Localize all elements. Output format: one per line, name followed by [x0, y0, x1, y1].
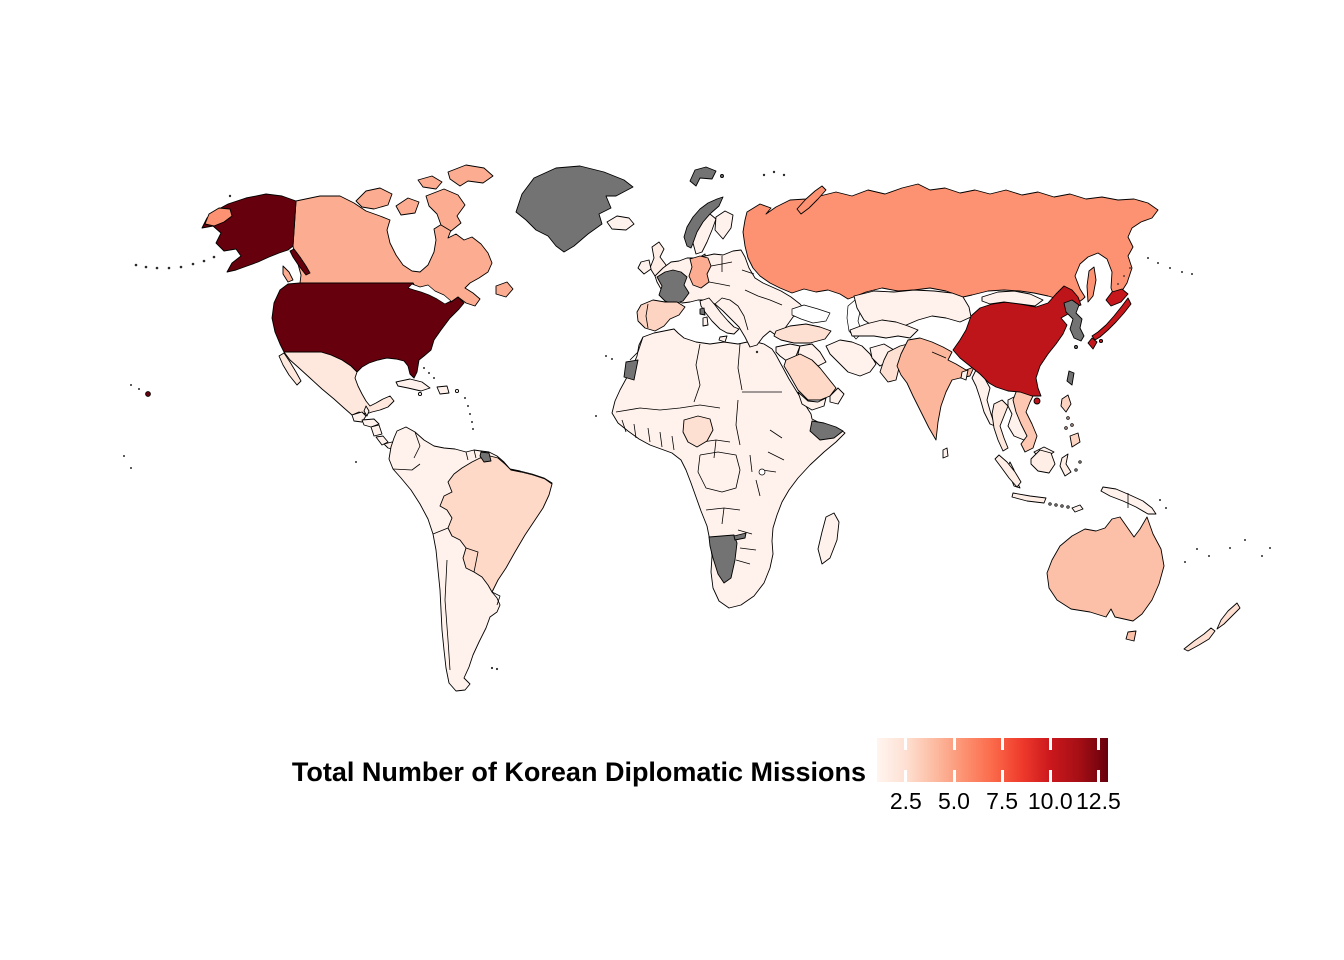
kuril-aleutian-specks	[1117, 257, 1193, 285]
country-sweden	[692, 213, 717, 255]
colorbar-gradient	[877, 738, 1108, 782]
country-usa-alaska	[201, 193, 297, 273]
country-mongolia	[981, 290, 1044, 307]
colorbar-tick-label: 7.5	[986, 788, 1019, 814]
hawaii-islands	[130, 384, 151, 397]
colorbar-tick-mark	[1096, 770, 1100, 782]
country-namibia-caprivi	[733, 532, 747, 541]
country-bangladesh	[960, 369, 969, 381]
country-spain	[636, 299, 686, 332]
country-western-sahara	[623, 359, 639, 381]
colorbar-tick-mark	[904, 738, 908, 750]
europe-borders	[645, 256, 783, 331]
country-italy-sardinia	[702, 316, 709, 327]
country-russia-novaya-zemlya	[796, 185, 827, 215]
colorbar-tick-mark	[904, 770, 908, 782]
country-somaliland	[809, 420, 844, 441]
colorbar-tick-mark	[1096, 738, 1100, 750]
colorbar-tick-mark	[952, 770, 956, 782]
south-atlantic-islands	[355, 461, 499, 671]
colorbar-legend: 2.5 5.0 7.5 10.0 12.5	[877, 738, 1121, 818]
country-usa-panhandle	[289, 248, 311, 276]
colorbar-tick-label: 12.5	[1075, 788, 1121, 814]
aleutian-islands	[134, 194, 232, 270]
country-mexico	[283, 351, 395, 416]
country-french-guiana	[479, 451, 492, 463]
country-sri-lanka	[942, 447, 949, 459]
country-japan	[1087, 288, 1132, 350]
colorbar-tick-label: 10.0	[1027, 788, 1073, 814]
atlantic-africa-islands	[595, 355, 613, 417]
country-taiwan	[1066, 370, 1075, 386]
crete	[755, 350, 759, 354]
country-brazil	[439, 455, 553, 593]
country-vietnam	[1012, 387, 1038, 453]
country-canada-islands	[282, 164, 514, 298]
colorbar-tick-label: 2.5	[889, 788, 922, 814]
country-australia	[1046, 516, 1165, 622]
country-australia-tasmania	[1125, 630, 1137, 642]
country-china-hainan	[1033, 397, 1041, 405]
country-madagascar	[817, 512, 840, 565]
country-france	[656, 269, 690, 305]
colorbar-tick-mark	[1048, 770, 1052, 782]
country-thailand	[991, 399, 1009, 452]
country-philippines	[1060, 394, 1081, 448]
colorbar-tick-mark	[952, 738, 956, 750]
country-greenland	[515, 165, 634, 253]
country-india	[896, 337, 975, 441]
country-turkey	[773, 323, 832, 344]
lake-victoria	[758, 468, 766, 476]
colorbar-tick-labels: 2.5 5.0 7.5 10.0 12.5	[877, 788, 1121, 818]
colorbar-tick-mark	[1000, 738, 1004, 750]
country-korea-jeju	[1074, 345, 1078, 349]
country-myanmar	[971, 369, 996, 427]
region-central-asia	[849, 319, 919, 339]
colorbar-tick-label: 5.0	[938, 788, 970, 814]
africa-borders	[615, 336, 785, 565]
country-nigeria	[682, 415, 714, 448]
country-korea	[1063, 299, 1085, 342]
country-germany	[688, 255, 712, 289]
country-russia-wrap	[204, 207, 233, 227]
country-iceland	[606, 215, 635, 231]
country-russia-sakhalin	[1086, 266, 1097, 303]
country-finland	[714, 210, 734, 240]
nepal-border	[931, 351, 947, 359]
caribbean-islands	[395, 367, 474, 430]
country-new-zealand	[1183, 602, 1241, 652]
south-america-borders	[392, 431, 501, 671]
colorbar-tick-mark	[1000, 770, 1004, 782]
country-new-guinea	[1100, 486, 1167, 515]
country-russia	[742, 183, 1159, 306]
country-ireland	[637, 259, 652, 275]
great-lakes	[407, 283, 452, 305]
country-italy-sicily	[718, 335, 728, 343]
country-china	[952, 285, 1082, 397]
country-indonesia	[994, 449, 1084, 513]
country-svalbard	[689, 166, 786, 187]
colorbar-tick-mark	[1048, 738, 1052, 750]
country-mexico-baja	[278, 352, 302, 386]
black-sea	[791, 304, 831, 324]
country-france-corsica	[699, 307, 706, 316]
country-italy	[699, 297, 740, 335]
legend-title: Total Number of Korean Diplomatic Missio…	[291, 757, 866, 787]
pacific-islands	[123, 455, 1271, 563]
